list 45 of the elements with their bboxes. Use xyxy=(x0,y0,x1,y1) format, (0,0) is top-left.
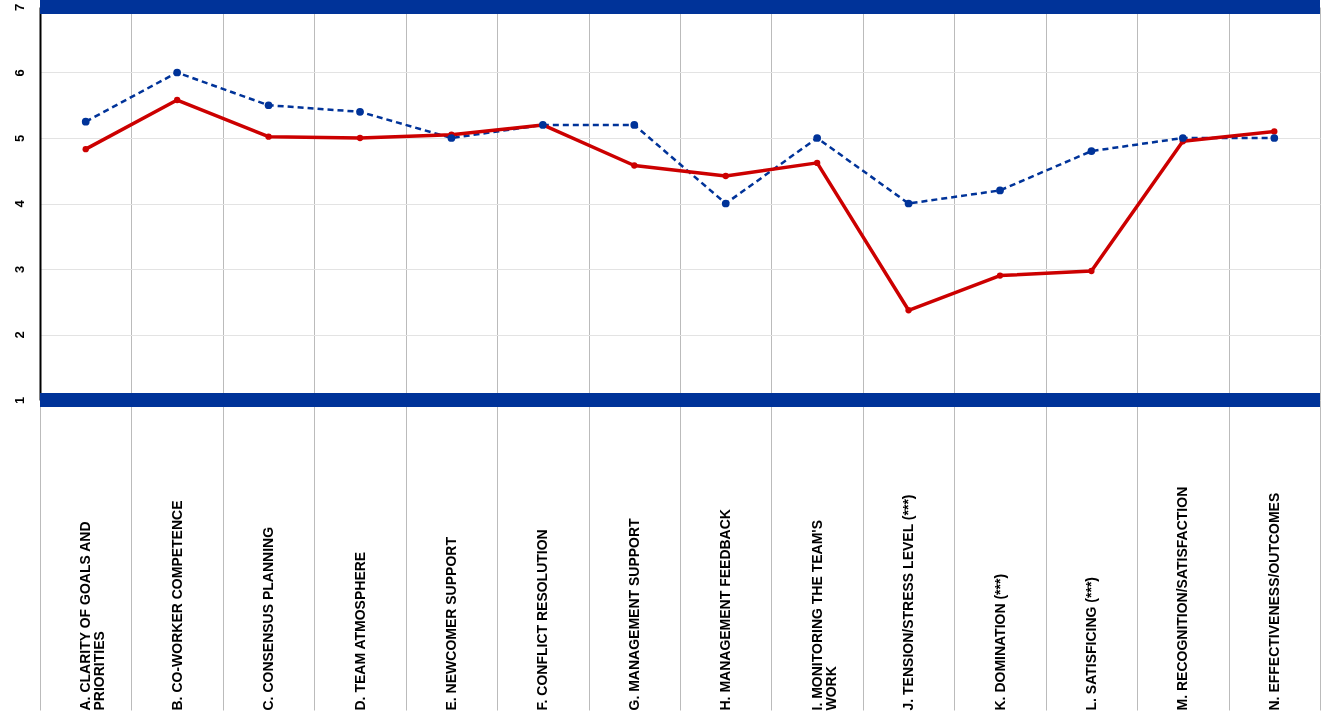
point xyxy=(447,134,456,142)
point xyxy=(1271,128,1278,135)
point xyxy=(904,199,913,208)
point xyxy=(1087,147,1096,155)
x-tick-label: H. MANAGEMENT FEEDBACK xyxy=(717,509,734,711)
point xyxy=(996,186,1004,195)
x-tick-label: M. RECOGNITION/SATISFACTION xyxy=(1174,486,1191,711)
x-tick-label: A. CLARITY OF GOALS AND PRIORITIES xyxy=(77,521,108,711)
point xyxy=(1178,134,1187,142)
x-tick-label: I. MONITORING THE TEAM'S WORK xyxy=(808,519,839,711)
point xyxy=(722,172,729,180)
point xyxy=(356,107,364,116)
point xyxy=(173,96,181,104)
x-tick-label: B. CO-WORKER COMPETENCE xyxy=(168,500,185,711)
point xyxy=(1088,267,1095,275)
point xyxy=(631,162,638,169)
point xyxy=(264,101,273,110)
y-tick-label: 3 xyxy=(11,265,27,274)
x-tick-label: N. EFFECTIVENESS/OUTCOMES xyxy=(1265,492,1282,711)
x-tick-label: D. TEAM ATMOSPHERE xyxy=(351,551,368,711)
point xyxy=(173,68,182,77)
x-tick-label: K. DOMINATION (***) xyxy=(991,573,1008,711)
point xyxy=(630,121,639,129)
point xyxy=(813,134,822,142)
point xyxy=(721,199,730,208)
x-tick-label: G. MANAGEMENT SUPPORT xyxy=(625,517,642,711)
point xyxy=(356,134,364,142)
x-tick-label: E. NEWCOMER SUPPORT xyxy=(442,536,459,711)
y-tick-label: 5 xyxy=(11,134,27,143)
point xyxy=(1270,134,1279,142)
point xyxy=(996,272,1004,279)
y-tick-label: 6 xyxy=(11,69,27,77)
point xyxy=(905,307,912,314)
y-tick-label: 7 xyxy=(11,3,27,12)
point xyxy=(265,133,272,140)
x-tick-label: L. SATISFICING (***) xyxy=(1082,576,1099,711)
point xyxy=(81,117,90,126)
y-tick-label: 4 xyxy=(11,199,27,208)
x-tick-label: F. CONFLICT RESOLUTION xyxy=(534,529,551,711)
y-tick-label: 2 xyxy=(11,331,27,339)
x-tick-label: J. TENSION/STRESS LEVEL (***) xyxy=(900,494,917,711)
point xyxy=(813,159,821,167)
y-tick-label: 1 xyxy=(11,396,27,405)
point xyxy=(82,145,89,153)
x-tick-label: C. CONSENSUS PLANNING xyxy=(260,526,277,711)
